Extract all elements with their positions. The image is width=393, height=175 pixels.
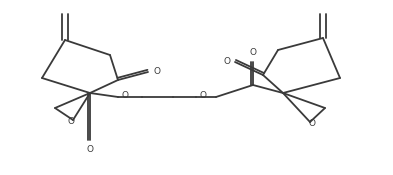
Text: O: O <box>122 92 129 100</box>
Text: O: O <box>153 68 160 76</box>
Text: O: O <box>86 145 94 154</box>
Text: O: O <box>250 48 257 57</box>
Text: O: O <box>309 118 316 128</box>
Text: O: O <box>200 92 207 100</box>
Text: O: O <box>68 117 75 125</box>
Text: O: O <box>223 58 230 66</box>
